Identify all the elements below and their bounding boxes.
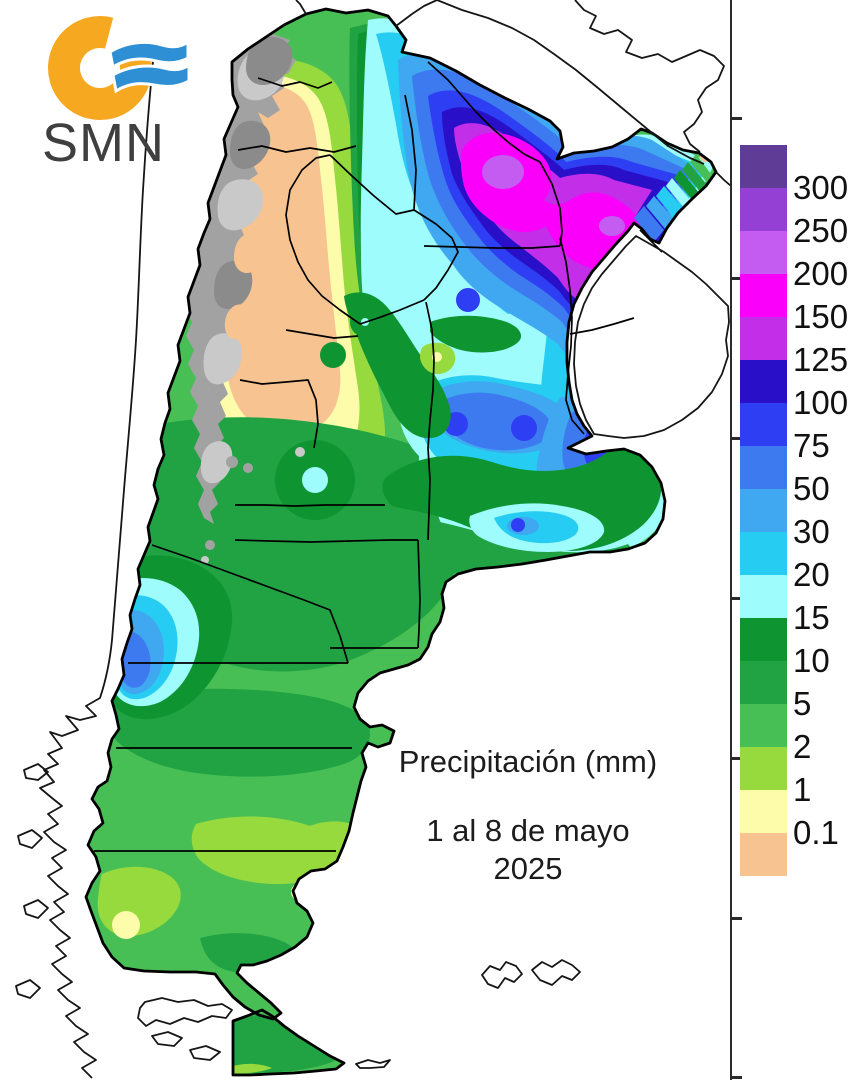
legend-label: 300	[793, 169, 849, 206]
map-year: 2025	[493, 851, 563, 886]
isla-de-los-estados-outline	[355, 1059, 391, 1069]
smn-logo-wave-top	[108, 39, 190, 70]
legend-band	[740, 661, 787, 704]
legend-band	[740, 231, 787, 274]
legend-label: 10	[793, 642, 830, 679]
legend-band	[740, 145, 787, 188]
legend-band	[740, 532, 787, 575]
legend-label: 200	[793, 255, 849, 292]
malvinas-islands-outline	[481, 959, 581, 989]
legend-label: 20	[793, 556, 830, 593]
legend-label: 250	[793, 212, 849, 249]
frame-tick	[732, 277, 742, 280]
legend-label: 30	[793, 513, 830, 550]
smn-logo	[48, 16, 191, 120]
legend-label: 0.1	[793, 814, 839, 851]
legend-band	[740, 747, 787, 790]
map-title: Precipitación (mm)	[398, 744, 658, 779]
legend-band	[740, 704, 787, 747]
frame-tick	[732, 117, 742, 120]
legend-band	[740, 188, 787, 231]
legend-band	[740, 317, 787, 360]
smn-logo-text: SMN	[42, 113, 165, 173]
frame-tick	[732, 757, 742, 760]
legend-label: 2	[793, 728, 812, 765]
legend-band	[740, 446, 787, 489]
legend-band	[740, 403, 787, 446]
legend-band	[740, 790, 787, 833]
frame-tick	[732, 437, 742, 440]
argentina-outline	[84, 7, 718, 1077]
annotation-block: Precipitación (mm) 1 al 8 de mayo 2025	[328, 744, 728, 887]
legend-band	[740, 618, 787, 661]
legend-label: 1	[793, 771, 812, 808]
legend-label: 125	[793, 341, 849, 378]
legend-label: 150	[793, 298, 849, 335]
legend-band	[740, 833, 787, 876]
legend-label: 100	[793, 384, 849, 421]
legend-label: 5	[793, 685, 812, 722]
legend-color-bar	[740, 145, 787, 876]
map-frame-line	[730, 0, 732, 1080]
smn-logo-wave-bottom	[111, 62, 191, 94]
neighbor-country-borders	[15, 0, 732, 1079]
legend-label: 15	[793, 599, 830, 636]
legend-band	[740, 360, 787, 403]
frame-tick	[732, 1076, 742, 1079]
legend-band	[740, 274, 787, 317]
frame-tick	[732, 597, 742, 600]
legend-label: 75	[793, 427, 830, 464]
map-period: 1 al 8 de mayo	[426, 813, 630, 848]
legend-label: 50	[793, 470, 830, 507]
legend-band	[740, 489, 787, 532]
legend-band	[740, 575, 787, 618]
frame-tick	[732, 917, 742, 920]
